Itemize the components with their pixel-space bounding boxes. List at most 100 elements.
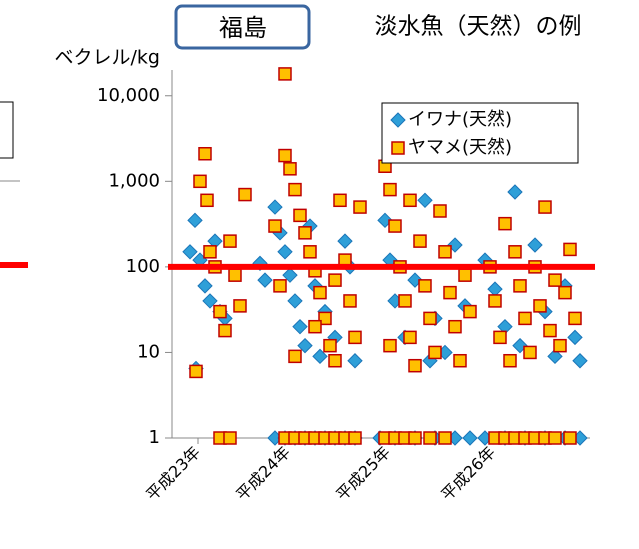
- square-point: [288, 349, 302, 364]
- square-point: [418, 279, 432, 293]
- square-point: [513, 279, 527, 293]
- square-point: [313, 285, 327, 300]
- square-point: [200, 193, 214, 208]
- diamond-point: [447, 237, 463, 253]
- square-point: [563, 431, 577, 445]
- chart-title: 淡水魚（天然）の例: [375, 14, 582, 40]
- square-point: [268, 219, 282, 233]
- badge-box: [174, 4, 311, 50]
- square-point: [493, 330, 507, 345]
- square-point: [233, 299, 247, 313]
- square-point: [568, 311, 582, 326]
- diamond-point: [407, 272, 423, 288]
- square-point: [508, 245, 522, 259]
- diamond-point: [297, 337, 313, 354]
- square-point: [308, 319, 322, 334]
- diamond-point: [182, 244, 198, 260]
- square-point: [408, 431, 422, 445]
- legend: イワナ(天然) ヤマメ(天然): [381, 102, 579, 164]
- square-point: [273, 279, 287, 293]
- diamond-point: [462, 430, 478, 446]
- square-point: [223, 431, 237, 445]
- square-point: [238, 187, 252, 202]
- square-point: [463, 304, 477, 319]
- square-point: [348, 330, 362, 345]
- square-point: [283, 162, 297, 176]
- square-point: [223, 234, 237, 248]
- y-tick-label: 1: [149, 427, 160, 448]
- diamond-point: [257, 272, 273, 288]
- diamond-point: [487, 281, 503, 297]
- square-point: [408, 358, 422, 373]
- diamond-point: [527, 237, 543, 253]
- square-point: [398, 294, 412, 308]
- square-point: [538, 200, 552, 214]
- square-point: [438, 245, 452, 259]
- square-point: [413, 234, 427, 248]
- square-point: [523, 345, 537, 360]
- square-point: [318, 311, 332, 326]
- diamond-point: [197, 278, 213, 294]
- diamond-point: [252, 255, 268, 272]
- square-point: [488, 294, 502, 308]
- x-tick-label: 平成25年: [332, 443, 394, 505]
- neighbor-fragment: [0, 101, 28, 268]
- square-point: [553, 338, 567, 353]
- diamond-point: [267, 199, 283, 215]
- square-point: [348, 431, 362, 445]
- square-point: [518, 311, 532, 326]
- square-point: [443, 285, 457, 300]
- square-point: [328, 353, 342, 368]
- diamond-point: [507, 184, 523, 200]
- square-point: [189, 364, 203, 379]
- y-tick-label: 1,000: [108, 170, 160, 191]
- square-point: [548, 273, 562, 287]
- y-tick-label: 100: [126, 256, 160, 277]
- square-point: [278, 148, 292, 163]
- diamond-point: [277, 244, 293, 260]
- square-point: [198, 146, 212, 161]
- diamond-point: [417, 192, 433, 209]
- legend-label: ヤマメ(天然): [408, 137, 512, 158]
- y-tick-label: 10,000: [97, 85, 160, 106]
- square-point: [383, 182, 397, 197]
- square-point: [298, 226, 312, 240]
- square-point: [333, 193, 347, 208]
- square-point: [498, 216, 512, 231]
- legend-box: [381, 102, 579, 164]
- square-point: [433, 204, 447, 218]
- square-point: [453, 353, 467, 368]
- square-point: [448, 319, 462, 334]
- x-tick-label: 平成24年: [232, 443, 294, 505]
- square-point: [388, 219, 402, 233]
- square-point: [353, 200, 367, 214]
- square-point: [548, 431, 562, 445]
- square-point: [563, 242, 577, 257]
- square-point: [228, 268, 242, 282]
- diamond-point: [202, 293, 218, 309]
- square-point: [323, 338, 337, 353]
- square-point: [383, 338, 397, 353]
- square-point: [288, 182, 302, 197]
- diamond-point: [572, 353, 588, 369]
- x-tick-label: 平成26年: [437, 443, 499, 505]
- diamond-point: [287, 293, 303, 309]
- diamond-point: [567, 329, 583, 346]
- square-point: [533, 299, 547, 313]
- y-axis-label: ベクレル/kg: [55, 47, 160, 69]
- legend-label: イワナ(天然): [408, 109, 512, 130]
- y-tick-label: 10: [137, 341, 160, 362]
- square-point: [203, 245, 217, 259]
- square-point: [193, 174, 207, 189]
- square-point: [293, 208, 307, 223]
- square-point: [403, 193, 417, 208]
- diamond-point: [312, 348, 328, 365]
- square-point: [428, 345, 442, 360]
- square-point: [403, 330, 417, 345]
- square-point: [503, 353, 517, 368]
- square-point: [328, 273, 342, 287]
- diamond-point: [292, 318, 308, 335]
- square-point: [423, 311, 437, 326]
- square-point: [423, 431, 437, 445]
